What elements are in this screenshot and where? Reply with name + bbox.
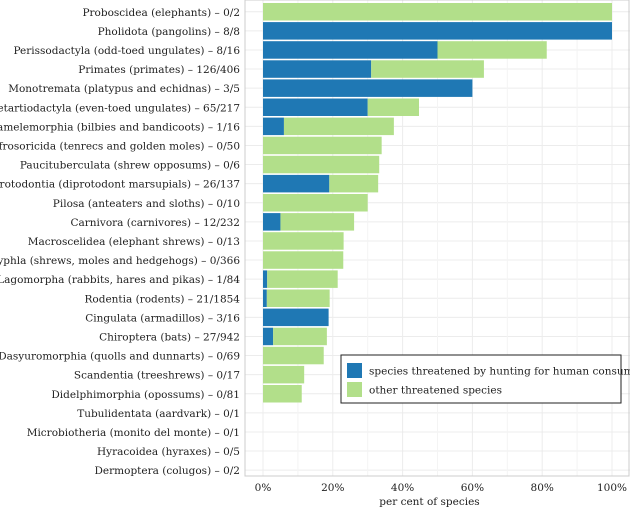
bar-other <box>280 213 355 231</box>
bar-other <box>329 174 379 193</box>
x-tick-label: 100% <box>597 482 627 494</box>
bar-hunting <box>263 98 368 116</box>
bar-hunting <box>263 174 330 193</box>
bar-other <box>437 41 547 59</box>
x-tick-label: 80% <box>531 482 554 494</box>
category-label: Dermoptera (colugos) – 0/2 <box>95 465 240 477</box>
category-label: Peramelemorphia (bilbies and bandicoots)… <box>0 121 240 133</box>
x-tick-label: 0% <box>255 482 272 494</box>
legend-box <box>340 354 622 404</box>
bar-hunting <box>263 117 284 136</box>
x-tick-label: 40% <box>391 482 414 494</box>
category-label: Pilosa (anteaters and sloths) – 0/10 <box>53 198 240 210</box>
category-label: Didelphimorphia (opossums) – 0/81 <box>51 389 240 401</box>
bar-other <box>266 289 330 307</box>
bar-other <box>263 232 344 250</box>
bar-other <box>263 155 380 174</box>
bar-other <box>367 98 420 116</box>
bar-other <box>263 365 305 384</box>
plot-frame <box>244 0 630 477</box>
bar-hunting <box>263 327 274 346</box>
bars <box>263 3 612 403</box>
bar-hunting <box>263 289 267 307</box>
category-label: Scandentia (treeshrews) – 0/17 <box>74 370 240 382</box>
category-label: Primates (primates) – 126/406 <box>78 64 240 76</box>
category-label: Perissodactyla (odd-toed ungulates) – 8/… <box>13 45 240 57</box>
category-label: Macroscelidea (elephant shrews) – 0/13 <box>28 236 240 248</box>
bar-other <box>371 60 484 78</box>
plot-border <box>244 0 630 477</box>
category-label: Dasyuromorphia (quolls and dunnarts) – 0… <box>0 351 240 363</box>
bar-other <box>263 385 302 403</box>
bar-hunting <box>263 308 329 327</box>
category-label: Paucituberculata (shrew opposums) – 0/6 <box>20 160 240 172</box>
category-label: Chiroptera (bats) – 27/942 <box>99 331 240 343</box>
category-labels: Proboscidea (elephants) – 0/2 Pholidota (… <box>0 7 240 477</box>
bar-other <box>283 117 394 136</box>
category-label: Monotremata (platypus and echidnas) – 3/… <box>8 83 240 95</box>
x-axis-title: per cent of species <box>379 496 479 508</box>
bar-hunting <box>263 270 268 288</box>
category-label: Hyracoidea (hyraxes) – 0/5 <box>97 446 240 458</box>
category-label: Diprotodontia (diprotodont marsupials) –… <box>0 179 240 191</box>
x-tick-label: 60% <box>461 482 484 494</box>
category-label: Tubulidentata (aardvark) – 0/1 <box>77 408 240 420</box>
category-label: Rodentia (rodents) – 21/1854 <box>85 293 241 305</box>
legend: species threatened by hunting for human … <box>340 354 630 404</box>
legend-swatch <box>347 363 362 378</box>
bar-other <box>263 251 344 269</box>
x-tick-label: 20% <box>321 482 344 494</box>
bar-other <box>267 270 338 288</box>
bar-hunting <box>263 60 372 78</box>
bar-other <box>273 327 327 346</box>
category-label: Lagomorpha (rabbits, hares and pikas) – … <box>0 274 240 286</box>
category-label: Microbiotheria (monito del monte) – 0/1 <box>27 427 240 439</box>
category-label: Pholidota (pangolins) – 8/8 <box>98 26 240 38</box>
category-label: Eulipotyphla (shrews, moles and hedgehog… <box>0 255 240 267</box>
bar-other <box>263 136 382 155</box>
legend-label: species threatened by hunting for human … <box>369 366 630 378</box>
category-label: Cetartiodactyla (even-toed ungulates) – … <box>0 102 240 114</box>
bar-other <box>263 194 368 212</box>
category-label: Proboscidea (elephants) – 0/2 <box>82 7 240 19</box>
x-tick-labels: 0% 20% 40% 60% 80% 100% <box>255 482 627 494</box>
bar-hunting <box>263 79 473 97</box>
category-label: Cingulata (armadillos) – 3/16 <box>85 312 240 324</box>
bar-other <box>263 346 324 365</box>
legend-swatch <box>347 382 362 397</box>
bar-hunting <box>263 213 281 231</box>
bar-hunting <box>263 41 438 59</box>
bar-hunting <box>263 22 612 40</box>
category-label: Afrosoricida (tenrecs and golden moles) … <box>0 140 240 152</box>
legend-label: other threatened species <box>369 385 502 397</box>
category-label: Carnivora (carnivores) – 12/232 <box>70 217 240 229</box>
bar-other <box>263 3 612 21</box>
